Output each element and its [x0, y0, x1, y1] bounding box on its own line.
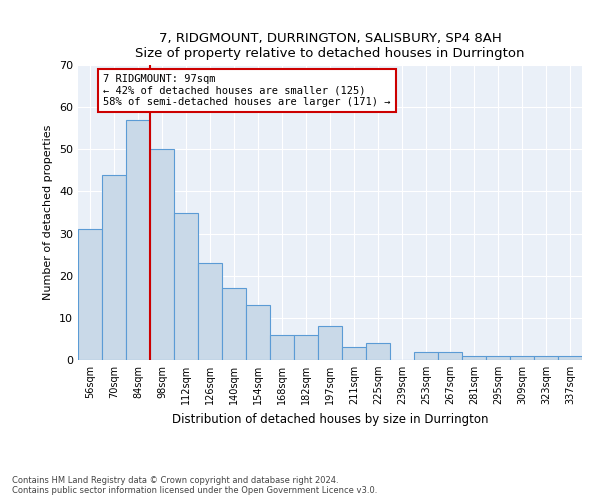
- Title: 7, RIDGMOUNT, DURRINGTON, SALISBURY, SP4 8AH
Size of property relative to detach: 7, RIDGMOUNT, DURRINGTON, SALISBURY, SP4…: [135, 32, 525, 60]
- Bar: [414, 352, 438, 360]
- Bar: [486, 356, 510, 360]
- Bar: [342, 348, 366, 360]
- Bar: [318, 326, 342, 360]
- Text: Contains HM Land Registry data © Crown copyright and database right 2024.
Contai: Contains HM Land Registry data © Crown c…: [12, 476, 377, 495]
- Bar: [198, 263, 222, 360]
- Y-axis label: Number of detached properties: Number of detached properties: [43, 125, 53, 300]
- Bar: [294, 334, 318, 360]
- Bar: [222, 288, 246, 360]
- Bar: [438, 352, 462, 360]
- Bar: [126, 120, 150, 360]
- Bar: [78, 230, 102, 360]
- Bar: [366, 343, 390, 360]
- Bar: [174, 212, 198, 360]
- Bar: [534, 356, 558, 360]
- X-axis label: Distribution of detached houses by size in Durrington: Distribution of detached houses by size …: [172, 412, 488, 426]
- Bar: [150, 150, 174, 360]
- Bar: [510, 356, 534, 360]
- Bar: [462, 356, 486, 360]
- Bar: [102, 174, 126, 360]
- Bar: [558, 356, 582, 360]
- Bar: [246, 305, 270, 360]
- Bar: [270, 334, 294, 360]
- Text: 7 RIDGMOUNT: 97sqm
← 42% of detached houses are smaller (125)
58% of semi-detach: 7 RIDGMOUNT: 97sqm ← 42% of detached hou…: [103, 74, 391, 107]
